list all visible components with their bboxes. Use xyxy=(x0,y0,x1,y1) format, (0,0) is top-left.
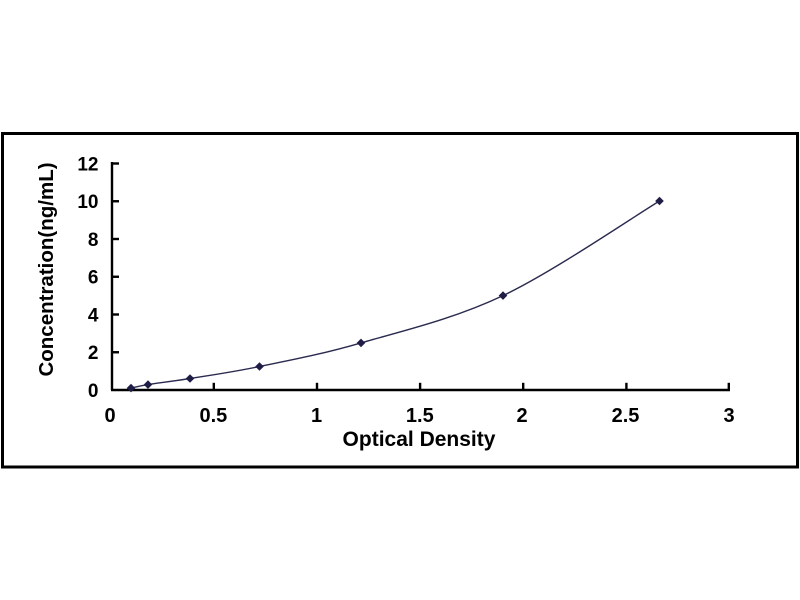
svg-text:2.5: 2.5 xyxy=(612,405,640,427)
svg-text:2: 2 xyxy=(88,343,99,364)
svg-text:2: 2 xyxy=(516,405,527,427)
svg-text:4: 4 xyxy=(88,305,99,326)
svg-text:8: 8 xyxy=(88,230,99,251)
svg-text:1.5: 1.5 xyxy=(406,405,434,427)
svg-text:0: 0 xyxy=(104,405,115,427)
svg-text:10: 10 xyxy=(77,192,98,213)
svg-text:6: 6 xyxy=(88,268,99,289)
svg-text:1: 1 xyxy=(311,405,322,427)
svg-text:Concentration(ng/mL): Concentration(ng/mL) xyxy=(35,162,58,376)
svg-text:0: 0 xyxy=(88,381,99,402)
svg-text:Optical Density: Optical Density xyxy=(343,428,496,451)
svg-text:3: 3 xyxy=(723,405,734,427)
svg-text:12: 12 xyxy=(77,154,98,175)
svg-text:0.5: 0.5 xyxy=(199,405,227,427)
